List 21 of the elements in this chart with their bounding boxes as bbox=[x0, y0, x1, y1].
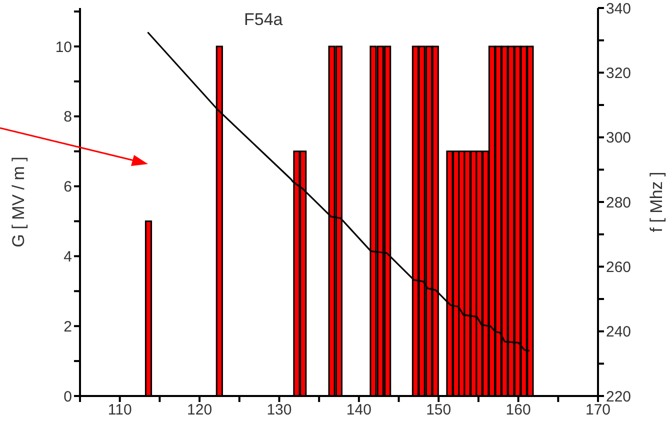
y2-axis-title: f [ Mhz ] bbox=[647, 172, 666, 232]
y-tick-label: 6 bbox=[64, 178, 72, 196]
y-axis-title: G [ MV / m ] bbox=[9, 156, 28, 248]
y2-tick-label: 340 bbox=[606, 0, 632, 18]
y-tick-label: 8 bbox=[64, 108, 72, 126]
x-tick-label: 120 bbox=[187, 402, 212, 419]
x-tick-label: 160 bbox=[506, 402, 531, 419]
y-tick-label: 2 bbox=[64, 318, 72, 336]
x-tick-label: 150 bbox=[426, 402, 452, 419]
x-tick-label: 140 bbox=[346, 402, 372, 419]
y2-tick-label: 240 bbox=[606, 324, 632, 341]
y2-tick-label: 280 bbox=[606, 194, 632, 212]
y-tick-label: 0 bbox=[64, 388, 72, 406]
x-tick-label: 130 bbox=[266, 402, 292, 419]
y-tick-label: 10 bbox=[55, 38, 72, 56]
y2-tick-label: 320 bbox=[606, 64, 632, 82]
y-tick-label: 4 bbox=[64, 248, 72, 266]
annotation: F54a bbox=[244, 10, 283, 30]
y2-tick-label: 300 bbox=[606, 130, 632, 147]
x-tick-label: 110 bbox=[108, 402, 132, 419]
y2-tick-label: 260 bbox=[606, 258, 632, 276]
